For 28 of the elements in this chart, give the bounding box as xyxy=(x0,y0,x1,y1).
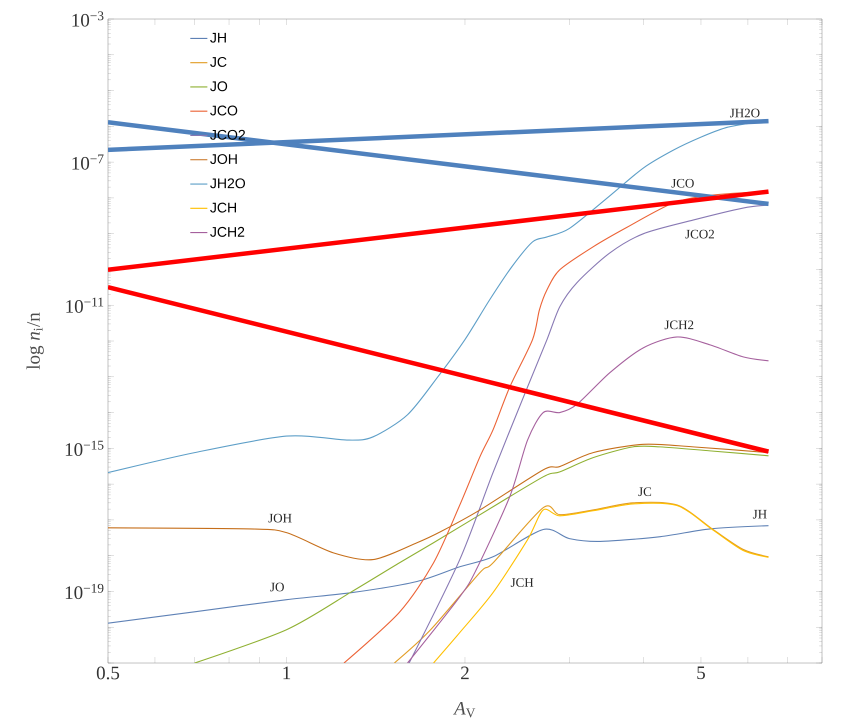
legend-label: JH2O xyxy=(210,178,246,188)
y-tick-label: 10$^{−15}$ xyxy=(66,440,104,456)
annotation: JCH xyxy=(510,578,534,587)
annotation: JH xyxy=(752,510,767,519)
annotation: JCH2 xyxy=(664,320,694,330)
y-tick-label: 10$^{−11}$ xyxy=(66,298,104,313)
y-tick-label: 10$^{−3}$ xyxy=(72,11,104,27)
annotation: JC xyxy=(638,487,652,496)
annotation: JCO2 xyxy=(685,230,714,238)
legend-label: JCH xyxy=(210,202,236,213)
annotation: JH2O xyxy=(730,108,760,118)
x-axis-title: A$_{V}$ xyxy=(453,702,476,718)
legend-label: JC xyxy=(210,56,226,67)
x-tick-label: 0.5 xyxy=(96,666,120,680)
legend-label: JCH2 xyxy=(210,226,244,237)
x-tick-label: 5 xyxy=(697,666,705,680)
legend-label: JO xyxy=(210,81,228,92)
annotation: JO xyxy=(270,582,284,592)
y-axis-title: log n$_{i}$/n xyxy=(26,312,44,370)
annotation: JCO xyxy=(671,178,694,188)
y-tick-label: 10$^{−7}$ xyxy=(72,154,104,170)
x-tick-label: 1 xyxy=(283,666,290,680)
x-tick-label: 2 xyxy=(461,666,469,680)
legend-label: JH xyxy=(210,32,226,43)
y-tick-label: 10$^{−19}$ xyxy=(66,584,104,600)
legend-label: JOH xyxy=(210,154,237,164)
annotation: JOH xyxy=(268,514,292,522)
legend-label: JCO xyxy=(210,106,238,116)
